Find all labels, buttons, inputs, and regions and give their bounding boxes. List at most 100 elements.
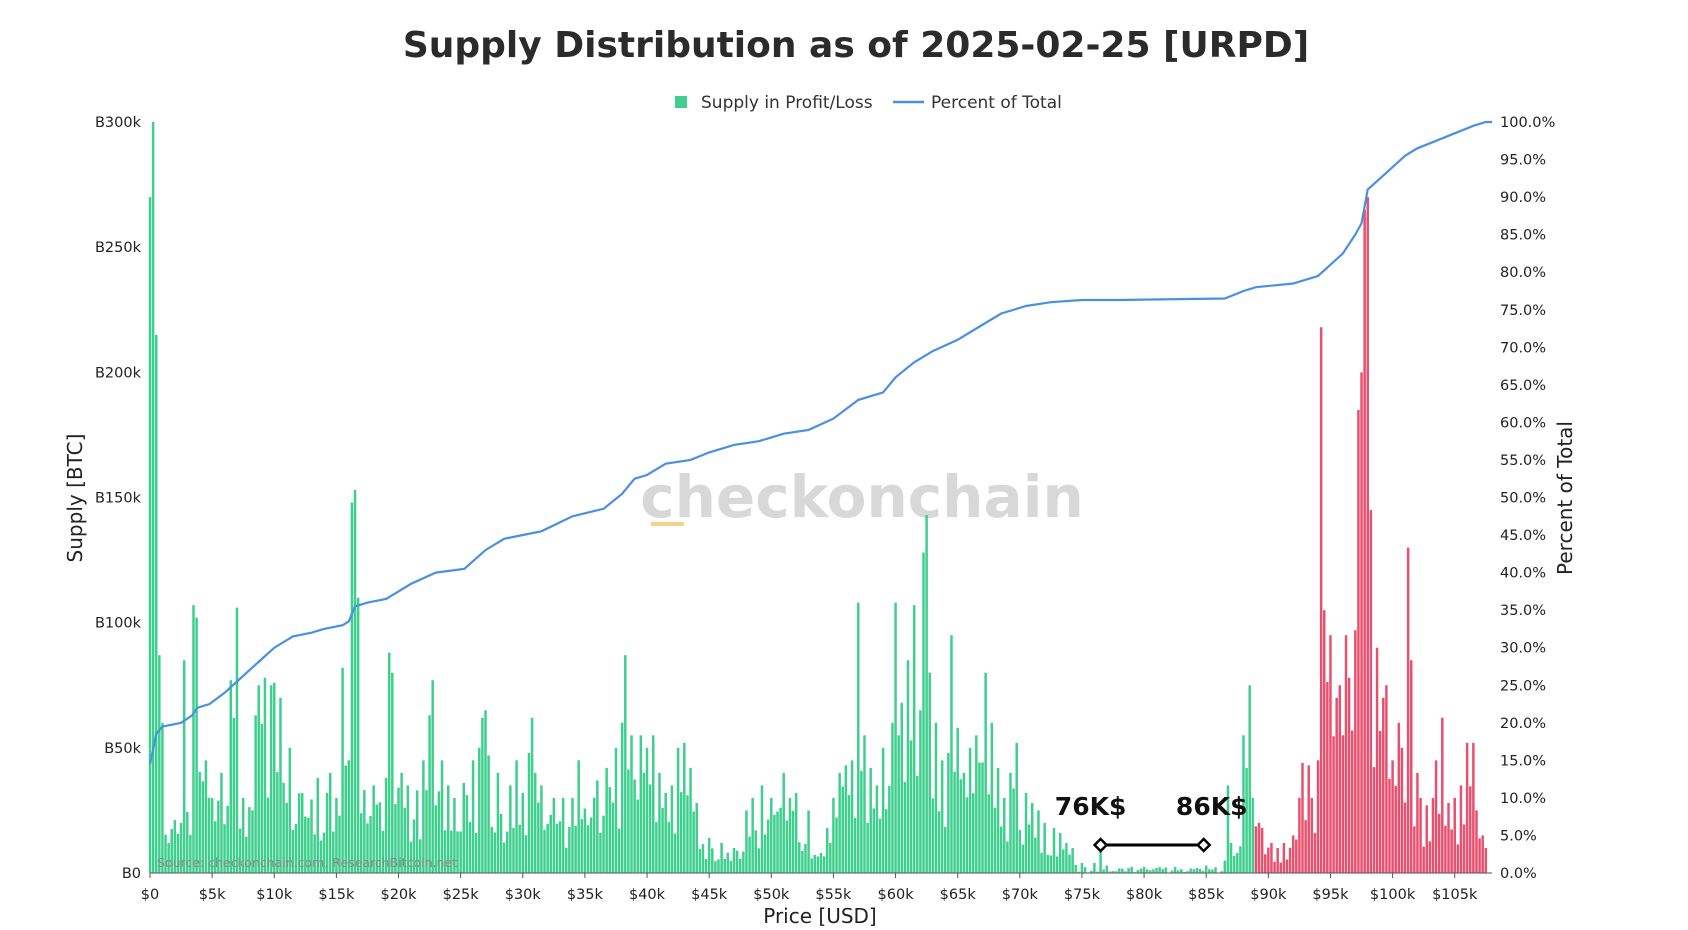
bar (1077, 871, 1081, 873)
y2-tick-label: 35.0% (1500, 603, 1546, 619)
bar (947, 752, 950, 873)
legend[interactable]: Supply in Profit/Loss Percent of Total (675, 93, 1062, 113)
bar (996, 767, 1000, 873)
bar (1201, 871, 1205, 873)
bar (1009, 772, 1012, 873)
bar (310, 799, 313, 873)
bar (254, 715, 257, 873)
bar (1375, 647, 1379, 873)
bar (1397, 722, 1401, 873)
bar (338, 815, 341, 873)
bar (223, 824, 226, 873)
bar (928, 672, 931, 873)
bar (400, 772, 403, 873)
bar (614, 747, 618, 873)
bar (1121, 868, 1124, 873)
bar (1357, 409, 1360, 873)
bar (850, 760, 854, 873)
bar (962, 772, 966, 873)
bar (1366, 197, 1369, 874)
bar (639, 735, 643, 873)
bar (549, 814, 552, 873)
bar (922, 552, 925, 873)
bar (341, 667, 344, 873)
bar (1335, 697, 1338, 873)
y2-tick-label: 70.0% (1500, 340, 1546, 356)
bar (984, 672, 987, 873)
bar (356, 597, 360, 873)
y2-tick-label: 40.0% (1500, 566, 1546, 582)
bar (232, 717, 236, 873)
bar (524, 835, 528, 873)
bar (869, 767, 872, 873)
bar (863, 735, 866, 873)
bar (273, 682, 276, 873)
y2-tick-label: 50.0% (1500, 491, 1546, 507)
y2-tick-label: 20.0% (1500, 716, 1546, 732)
bar (251, 810, 254, 873)
bar (940, 760, 944, 873)
bar (735, 850, 739, 873)
bar (304, 816, 307, 873)
bar (1453, 797, 1456, 873)
bar (801, 850, 804, 873)
bar (543, 829, 546, 873)
bar (276, 772, 279, 873)
bar (422, 760, 425, 873)
bar (518, 824, 521, 873)
bar (1096, 871, 1099, 873)
bar (766, 819, 770, 873)
bar (1313, 833, 1317, 873)
bar (1295, 839, 1298, 873)
bar (1208, 869, 1211, 873)
y-tick-label: B250k (95, 240, 142, 256)
bar (1117, 868, 1121, 873)
bar (1354, 630, 1357, 873)
bar (238, 828, 242, 873)
bar (490, 826, 493, 873)
bar (241, 797, 245, 873)
bar (161, 722, 164, 873)
bar (1099, 840, 1102, 873)
bar (471, 760, 475, 873)
bar (158, 655, 161, 873)
bar (617, 828, 621, 873)
bar (1027, 824, 1031, 873)
bar (1204, 865, 1208, 873)
bar (810, 858, 813, 873)
y2-axis-title: Percent of Total (1553, 421, 1577, 575)
bar (186, 811, 189, 873)
bar (580, 819, 584, 873)
bar (981, 762, 984, 873)
x-tick-label: $20k (380, 887, 417, 903)
bar (1164, 867, 1168, 873)
bar (509, 785, 512, 873)
y2-tick-label: 25.0% (1500, 678, 1546, 694)
y-tick-label: B200k (95, 365, 142, 381)
bar (1288, 847, 1292, 873)
bar (897, 735, 900, 873)
bar (900, 702, 904, 873)
bar (912, 605, 916, 873)
bar (1385, 685, 1388, 873)
bar (540, 785, 543, 873)
bar (916, 775, 919, 873)
bar (1149, 870, 1152, 873)
bar (717, 859, 720, 873)
bar (1189, 868, 1192, 873)
bar (670, 785, 674, 873)
x-tick-label: $80k (1126, 887, 1163, 903)
bar (1186, 871, 1189, 873)
bar (245, 836, 248, 873)
price-range-annotation: 76K$ 86K$ (1055, 792, 1247, 853)
bar (894, 602, 897, 873)
bar (975, 735, 978, 873)
bar (624, 655, 627, 873)
bar (1338, 685, 1342, 873)
bar (627, 769, 630, 873)
x-tick-label: $0 (141, 887, 159, 903)
bar (1065, 842, 1068, 873)
bar (1344, 635, 1348, 873)
bar (378, 802, 382, 873)
bar (1472, 742, 1475, 873)
